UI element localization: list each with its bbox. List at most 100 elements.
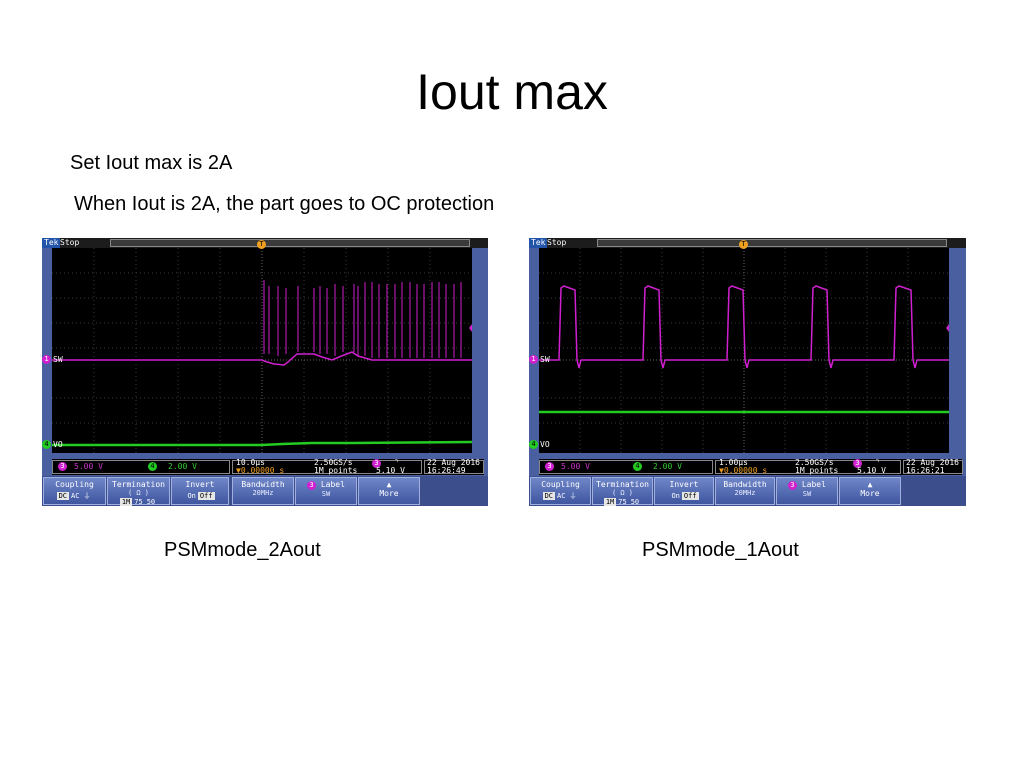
more-label: More bbox=[860, 489, 880, 498]
coupling-label: Coupling bbox=[541, 480, 580, 489]
tek-logo: Tek bbox=[42, 238, 61, 248]
more-button[interactable]: ▲ More bbox=[839, 477, 901, 505]
coupling-dc: DC bbox=[56, 492, 69, 500]
label-channel-indicator: 3 bbox=[788, 481, 798, 490]
label-value: SW bbox=[802, 490, 812, 498]
trigger-slope: ⌝ bbox=[875, 458, 880, 467]
bullet-iout-max: Set Iout max is 2A bbox=[70, 152, 233, 174]
vertical-scale-box bbox=[539, 460, 713, 474]
date: 22 Aug 2016 bbox=[427, 458, 480, 467]
slide-title: Iout max bbox=[416, 64, 608, 120]
scope-readout-bar: 3 5.00 V 4 2.00 V 1.00µs ▼0.00000 s 2.50… bbox=[539, 458, 963, 475]
bandwidth-value: 20MHz bbox=[734, 489, 756, 497]
scope-menu-bar: Coupling DC AC ⏚ Termination ( Ω ) 1M 75 50 … bbox=[529, 476, 966, 506]
invert-label: Invert bbox=[185, 480, 215, 489]
trigger-slope: ⌝ bbox=[394, 458, 399, 467]
ch4-label: VO bbox=[540, 440, 550, 449]
invert-off: Off bbox=[681, 492, 699, 500]
waveform-graticule bbox=[52, 248, 472, 453]
termination-label: Termination bbox=[112, 480, 165, 489]
bandwidth-label: Bandwidth bbox=[723, 480, 767, 489]
termination-75: 75 bbox=[134, 498, 143, 506]
trigger-source: 3 bbox=[372, 459, 381, 468]
invert-on: On bbox=[671, 492, 680, 500]
trigger-level-marker bbox=[946, 324, 949, 332]
ground-icon: ⏚ bbox=[83, 492, 91, 500]
invert-button[interactable]: Invert On Off bbox=[171, 477, 229, 505]
termination-unit: ( Ω ) bbox=[611, 489, 634, 497]
invert-on: On bbox=[187, 492, 196, 500]
more-label: More bbox=[379, 489, 399, 498]
label-button[interactable]: 3 Label SW bbox=[295, 477, 357, 505]
ch4-label: VO bbox=[53, 440, 63, 449]
ch3-scale: 5.00 V bbox=[74, 462, 103, 471]
label-value: SW bbox=[321, 490, 331, 498]
timebase: 1.00µs bbox=[719, 458, 748, 467]
caption-2aout: PSMmode_2Aout bbox=[164, 539, 321, 561]
trigger-source: 3 bbox=[853, 459, 862, 468]
invert-button[interactable]: Invert On Off bbox=[654, 477, 714, 505]
termination-1m: 1M bbox=[603, 498, 617, 506]
ch3-indicator: 3 bbox=[545, 462, 554, 471]
tek-logo: Tek bbox=[529, 238, 548, 248]
coupling-label: Coupling bbox=[55, 480, 94, 489]
termination-label: Termination bbox=[596, 480, 649, 489]
trigger-delay: ▼0.00000 s bbox=[719, 466, 768, 475]
trigger-position-marker: T bbox=[257, 240, 266, 249]
ch1-marker: 1 bbox=[529, 355, 538, 364]
waveform-graticule bbox=[539, 248, 949, 453]
invert-off: Off bbox=[197, 492, 215, 500]
date: 22 Aug 2016 bbox=[906, 458, 959, 467]
termination-button[interactable]: Termination ( Ω ) 1M 75 50 bbox=[592, 477, 653, 506]
ch4-indicator: 4 bbox=[148, 462, 157, 471]
ch3-scale: 5.00 V bbox=[561, 462, 590, 471]
bandwidth-value: 20MHz bbox=[252, 489, 274, 497]
coupling-button[interactable]: Coupling DC AC ⏚ bbox=[43, 477, 106, 505]
termination-50: 50 bbox=[630, 498, 640, 506]
ch3-indicator: 3 bbox=[58, 462, 67, 471]
date-time-box bbox=[903, 460, 963, 474]
scope-menu-bar: Coupling DC AC ⏚ Termination ( Ω ) 1M 75 50 … bbox=[42, 476, 488, 506]
date-time-box bbox=[424, 460, 484, 474]
trigger-level-marker bbox=[469, 324, 472, 332]
bandwidth-button[interactable]: Bandwidth 20MHz bbox=[232, 477, 294, 505]
waveform-screen bbox=[539, 248, 949, 453]
sw-trace bbox=[52, 280, 472, 366]
acquisition-state: Stop bbox=[60, 238, 80, 247]
ground-icon: ⏚ bbox=[569, 492, 577, 500]
waveform-screen bbox=[52, 248, 472, 453]
ch4-scale: 2.00 V bbox=[653, 462, 682, 471]
caption-1aout: PSMmode_1Aout bbox=[642, 539, 799, 561]
label-channel-indicator: 3 bbox=[307, 481, 317, 490]
oscilloscope-screenshot-2aout: Tek Stop T 1 SW 4 VO 3 5.00 V 4 2.00 V bbox=[42, 238, 488, 506]
ch1-marker: 1 bbox=[42, 355, 51, 364]
coupling-button[interactable]: Coupling DC AC ⏚ bbox=[530, 477, 591, 505]
record-view-bar bbox=[597, 239, 947, 247]
scope-readout-bar: 3 5.00 V 4 2.00 V 10.0µs ▼0.00000 s 2.50… bbox=[52, 459, 484, 475]
bullet-oc-protection: When Iout is 2A, the part goes to OC pro… bbox=[74, 193, 495, 215]
timebase: 10.0µs bbox=[236, 458, 265, 467]
trigger-position-marker: T bbox=[739, 240, 748, 249]
coupling-ac: AC bbox=[71, 492, 80, 500]
invert-label: Invert bbox=[669, 480, 699, 489]
more-chevron-icon: ▲ bbox=[867, 480, 873, 489]
sample-rate: 2.50GS/s bbox=[795, 458, 834, 467]
bandwidth-button[interactable]: Bandwidth 20MHz bbox=[715, 477, 775, 505]
more-button[interactable]: ▲ More bbox=[358, 477, 420, 505]
vertical-scale-box bbox=[52, 460, 230, 474]
oscilloscope-screenshot-1aout: Tek Stop T 1 SW 4 VO 3 5.00 V 4 2.00 V 1… bbox=[529, 238, 966, 506]
bandwidth-label: Bandwidth bbox=[241, 480, 285, 489]
ch4-marker: 4 bbox=[529, 440, 538, 449]
trigger-level: 5.10 V bbox=[857, 466, 886, 475]
coupling-ac: AC bbox=[557, 492, 566, 500]
termination-button[interactable]: Termination ( Ω ) 1M 75 50 bbox=[107, 477, 170, 506]
ch1-label: SW bbox=[540, 355, 550, 364]
ch4-indicator: 4 bbox=[633, 462, 642, 471]
record-view-bar bbox=[110, 239, 470, 247]
ch4-marker: 4 bbox=[42, 440, 51, 449]
ch4-scale: 2.00 V bbox=[168, 462, 197, 471]
trigger-level: 5.10 V bbox=[376, 466, 405, 475]
label-button[interactable]: 3 Label SW bbox=[776, 477, 838, 505]
time: 16:26:21 bbox=[906, 466, 945, 475]
termination-75: 75 bbox=[618, 498, 627, 506]
